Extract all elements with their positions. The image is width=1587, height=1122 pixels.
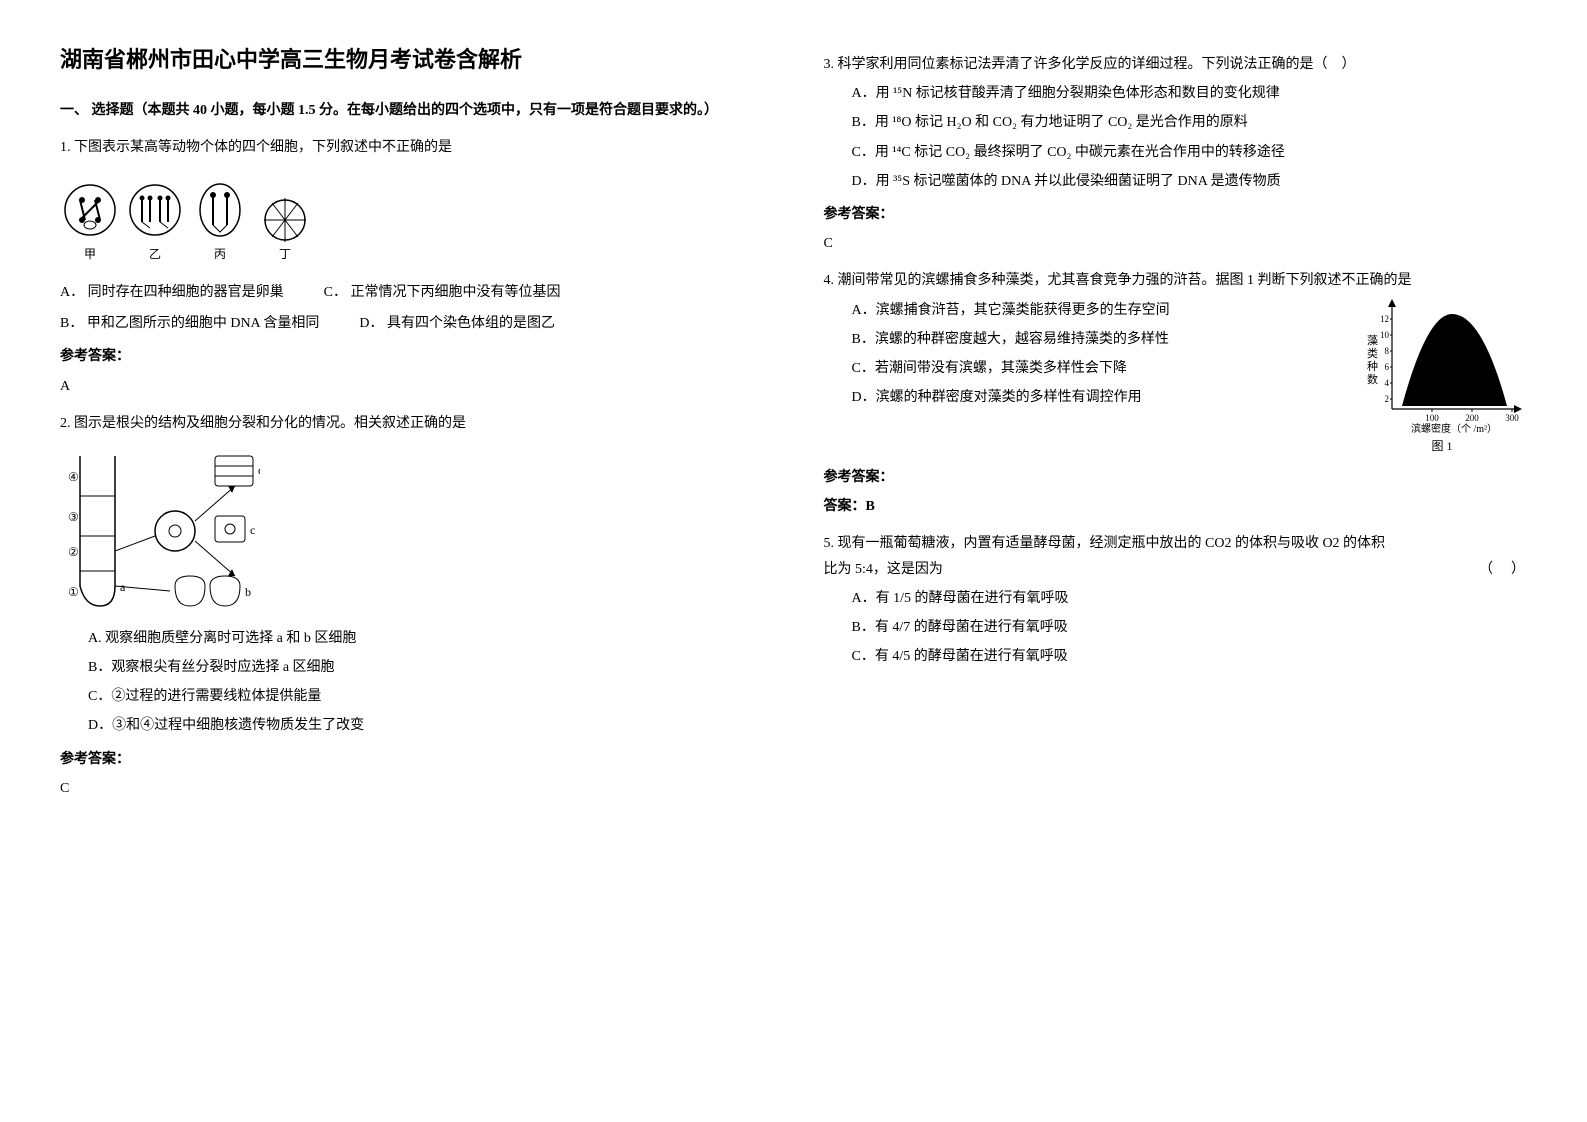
svg-text:b: b — [245, 585, 251, 599]
q4-answer-label: 参考答案： — [824, 465, 1528, 490]
q4-chart-caption: 图 1 — [1357, 436, 1527, 458]
svg-text:2: 2 — [1385, 394, 1390, 404]
q1-option-a: A． 同时存在四种细胞的器官是卵巢 — [60, 280, 284, 305]
q4-option-c: C．若潮间带没有滨螺，其藻类多样性会下降 — [852, 356, 1338, 381]
svg-text:①: ① — [68, 585, 79, 599]
q3-answer: C — [824, 231, 1528, 256]
q2-stem: 2. 图示是根尖的结构及细胞分裂和分化的情况。相关叙述正确的是 — [60, 411, 764, 436]
svg-text:③: ③ — [68, 510, 79, 524]
q4-option-a: A．滨螺捕食浒苔，其它藻类能获得更多的生存空间 — [852, 298, 1338, 323]
svg-text:10: 10 — [1380, 330, 1390, 340]
q4-answer: 答案：B — [824, 494, 1528, 519]
svg-text:6: 6 — [1385, 362, 1390, 372]
section-1-heading: 一、 选择题（本题共 40 小题，每小题 1.5 分。在每小题给出的四个选项中，… — [60, 98, 764, 123]
q1-answer-label: 参考答案： — [60, 344, 764, 369]
q4-ylabel: 藻 — [1367, 334, 1378, 347]
svg-text:200: 200 — [1465, 413, 1479, 423]
svg-text:类: 类 — [1367, 346, 1378, 360]
q2-option-a: A. 观察细胞质壁分离时可选择 a 和 b 区细胞 — [88, 626, 764, 651]
right-column: 3. 科学家利用同位素标记法弄清了许多化学反应的详细过程。下列说法正确的是（ ）… — [824, 40, 1528, 813]
q2-option-b: B．观察根尖有丝分裂时应选择 a 区细胞 — [88, 655, 764, 680]
q3-stem: 3. 科学家利用同位素标记法弄清了许多化学反应的详细过程。下列说法正确的是（ ） — [824, 52, 1528, 77]
q5-option-b: B．有 4/7 的酵母菌在进行有氧呼吸 — [852, 615, 1528, 640]
q2-answer: C — [60, 776, 764, 801]
q1-option-b: B． 甲和乙图所示的细胞中 DNA 含量相同 — [60, 311, 319, 336]
q4-options: A．滨螺捕食浒苔，其它藻类能获得更多的生存空间 B．滨螺的种群密度越大，越容易维… — [824, 294, 1338, 415]
q3-answer-label: 参考答案： — [824, 202, 1528, 227]
q3-option-a: A．用 ¹⁵N 标记核苷酸弄清了细胞分裂期染色体形态和数目的变化规律 — [852, 81, 1528, 106]
q4-stem: 4. 潮间带常见的滨螺捕食多种藻类，尤其喜食竞争力强的浒苔。据图 1 判断下列叙… — [824, 268, 1528, 293]
q5-stem-b: 比为 5:4，这是因为 — [824, 557, 943, 582]
svg-text:④: ④ — [68, 470, 79, 484]
q5-option-a: A．有 1/5 的酵母菌在进行有氧呼吸 — [852, 586, 1528, 611]
svg-text:4: 4 — [1385, 378, 1390, 388]
q1-options-row1: A． 同时存在四种细胞的器官是卵巢 C． 正常情况下丙细胞中没有等位基因 — [60, 280, 764, 305]
q1-label-a: 甲 — [84, 247, 96, 261]
svg-text:300: 300 — [1505, 413, 1519, 423]
q4-xlabel: 滨螺密度（个 /m²） — [1411, 422, 1497, 434]
svg-text:8: 8 — [1385, 346, 1390, 356]
q2-option-d: D．③和④过程中细胞核遗传物质发生了改变 — [88, 713, 764, 738]
svg-text:种: 种 — [1367, 359, 1378, 373]
question-2: 2. 图示是根尖的结构及细胞分裂和分化的情况。相关叙述正确的是 ④ ③ ② ① … — [60, 411, 764, 801]
exam-title: 湖南省郴州市田心中学高三生物月考试卷含解析 — [60, 40, 764, 80]
q4-option-b: B．滨螺的种群密度越大，越容易维持藻类的多样性 — [852, 327, 1338, 352]
q1-option-d: D． 具有四个染色体组的是图乙 — [359, 311, 555, 336]
q1-option-c: C． 正常情况下丙细胞中没有等位基因 — [324, 280, 561, 305]
svg-text:c: c — [250, 523, 255, 537]
q1-label-c: 丙 — [214, 247, 226, 261]
svg-text:数: 数 — [1367, 373, 1378, 386]
q5-stem-row: 比为 5:4，这是因为 （ ） — [824, 557, 1528, 582]
q4-chart: 藻 类 种 数 2 4 6 8 10 12 — [1357, 294, 1527, 458]
question-4: 4. 潮间带常见的滨螺捕食多种藻类，尤其喜食竞争力强的浒苔。据图 1 判断下列叙… — [824, 268, 1528, 519]
q3-option-c: C．用 ¹⁴C 标记 CO₂ 最终探明了 CO₂ 中碳元素在光合作用中的转移途径 — [852, 140, 1528, 165]
q2-figure: ④ ③ ② ① a d — [60, 446, 764, 616]
question-1: 1. 下图表示某高等动物个体的四个细胞，下列叙述中不正确的是 甲 — [60, 135, 764, 399]
q2-answer-label: 参考答案： — [60, 747, 764, 772]
q1-answer: A — [60, 374, 764, 399]
q1-label-d: 丁 — [279, 247, 291, 261]
q1-figure: 甲 乙 丙 — [60, 170, 764, 270]
svg-text:d: d — [258, 463, 260, 477]
svg-text:②: ② — [68, 545, 79, 559]
q2-option-c: C．②过程的进行需要线粒体提供能量 — [88, 684, 764, 709]
q5-option-c: C．有 4/5 的酵母菌在进行有氧呼吸 — [852, 644, 1528, 669]
svg-text:12: 12 — [1380, 314, 1389, 324]
question-3: 3. 科学家利用同位素标记法弄清了许多化学反应的详细过程。下列说法正确的是（ ）… — [824, 52, 1528, 256]
q1-options-row2: B． 甲和乙图所示的细胞中 DNA 含量相同 D． 具有四个染色体组的是图乙 — [60, 311, 764, 336]
left-column: 湖南省郴州市田心中学高三生物月考试卷含解析 一、 选择题（本题共 40 小题，每… — [60, 40, 764, 813]
q5-stem-a: 5. 现有一瓶葡萄糖液，内置有适量酵母菌，经测定瓶中放出的 CO2 的体积与吸收… — [824, 531, 1528, 556]
page-container: 湖南省郴州市田心中学高三生物月考试卷含解析 一、 选择题（本题共 40 小题，每… — [60, 40, 1527, 813]
q4-body: A．滨螺捕食浒苔，其它藻类能获得更多的生存空间 B．滨螺的种群密度越大，越容易维… — [824, 294, 1528, 458]
q3-option-d: D．用 ³⁵S 标记噬菌体的 DNA 并以此侵染细菌证明了 DNA 是遗传物质 — [852, 169, 1528, 194]
q5-paren: （ ） — [1479, 557, 1527, 582]
q1-label-b: 乙 — [149, 247, 161, 261]
q1-stem: 1. 下图表示某高等动物个体的四个细胞，下列叙述中不正确的是 — [60, 135, 764, 160]
q4-option-d: D．滨螺的种群密度对藻类的多样性有调控作用 — [852, 385, 1338, 410]
q3-option-b: B．用 ¹⁸O 标记 H₂O 和 CO₂ 有力地证明了 CO₂ 是光合作用的原料 — [852, 110, 1528, 135]
question-5: 5. 现有一瓶葡萄糖液，内置有适量酵母菌，经测定瓶中放出的 CO2 的体积与吸收… — [824, 531, 1528, 669]
svg-text:100: 100 — [1425, 413, 1439, 423]
